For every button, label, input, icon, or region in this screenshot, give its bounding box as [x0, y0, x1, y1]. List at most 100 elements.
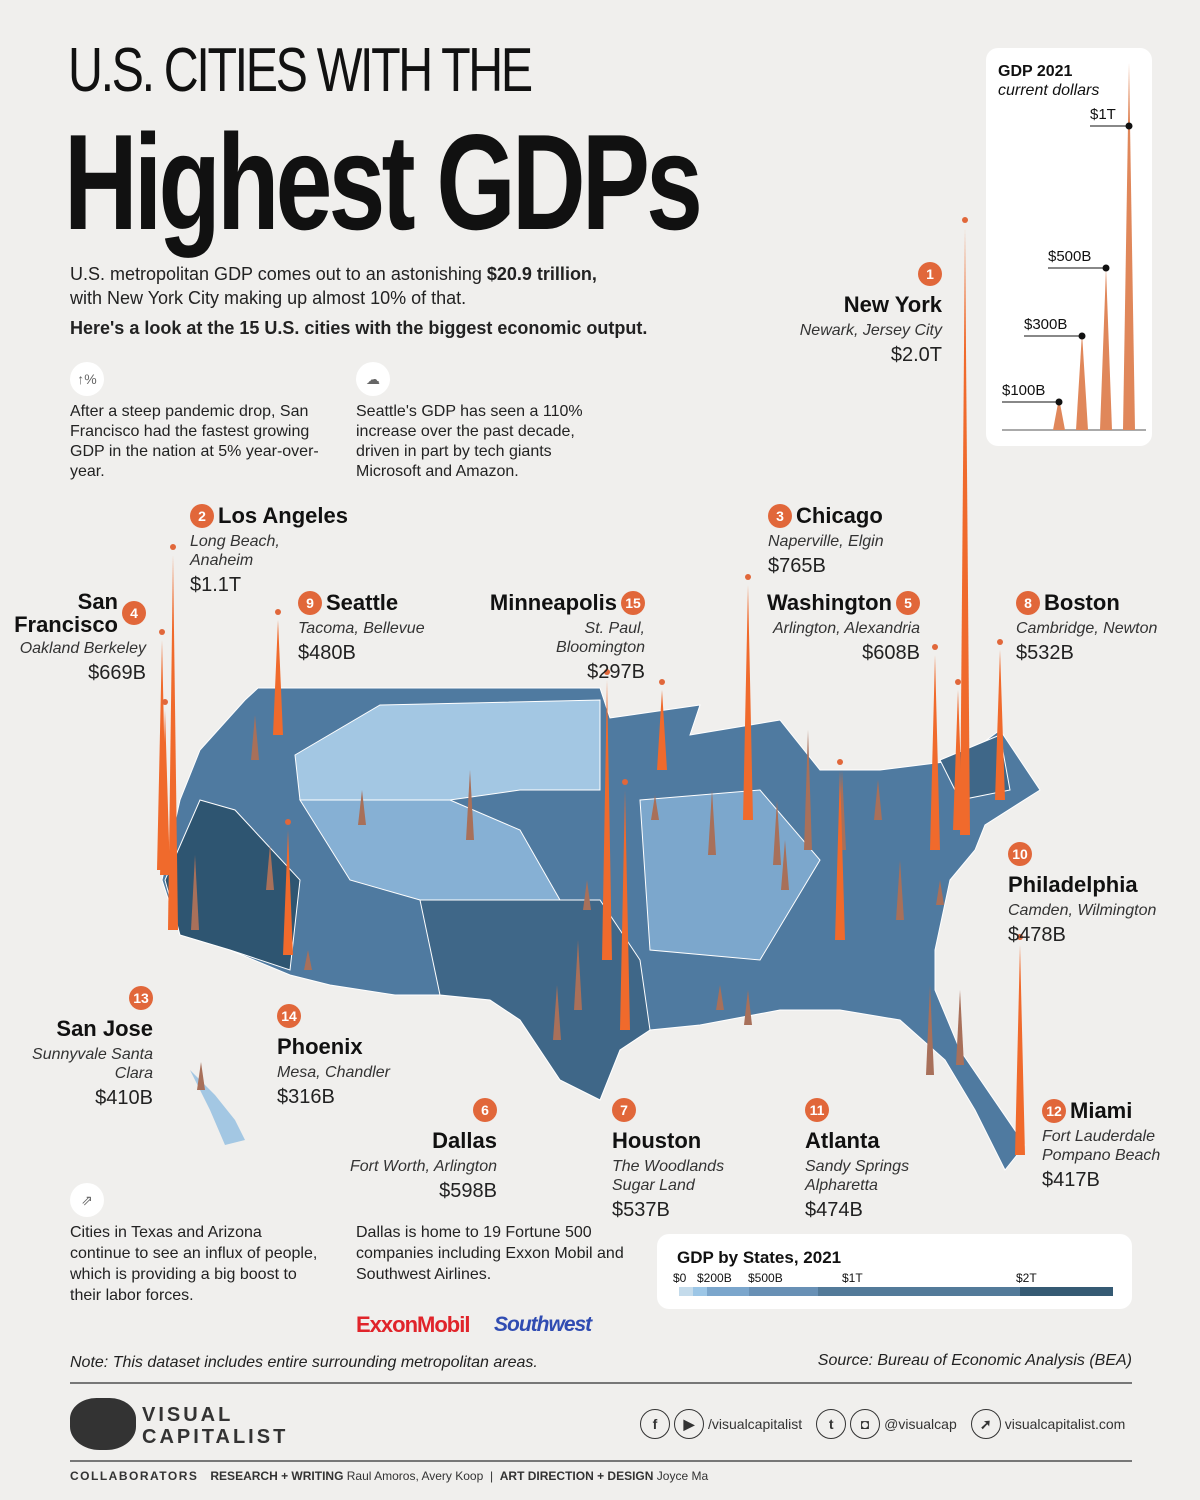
- city-label-chicago: 3 Chicago Naperville, Elgin $765B: [768, 503, 884, 578]
- city-name: Houston: [612, 1128, 702, 1153]
- city-name: Phoenix: [277, 1034, 363, 1059]
- city-suburbs: Long Beach, Anaheim: [190, 533, 280, 569]
- source: Source: Bureau of Economic Analysis (BEA…: [817, 1352, 1132, 1369]
- spike-marker: [997, 639, 1003, 645]
- brand-logo[interactable]: VISUAL CAPITALIST: [142, 1404, 289, 1448]
- rank-badge: 3: [768, 504, 792, 528]
- city-name: Seattle: [326, 590, 399, 615]
- legend-tick: $200B: [697, 1271, 732, 1285]
- city-suburbs: Fort Worth, Arlington: [349, 1158, 497, 1175]
- city-label-san-jose: 13 San Jose Sunnyvale Santa Clara $410B: [3, 986, 153, 1110]
- rank-badge: 9: [298, 591, 322, 615]
- city-name: San Francisco: [14, 589, 118, 637]
- city-gdp-spike-6: [602, 680, 612, 960]
- spike-marker: [932, 644, 938, 650]
- intro-subtitle: Here's a look at the 15 U.S. cities with…: [70, 318, 648, 338]
- youtube-icon[interactable]: ▶: [674, 1409, 704, 1439]
- state-texas: [419, 899, 651, 1101]
- legend-swatch: [692, 1287, 707, 1296]
- rank-badge: 1: [918, 262, 942, 286]
- city-gdp-value: $669B: [88, 662, 146, 684]
- city-suburbs: Oakland Berkeley: [19, 640, 146, 657]
- city-gdp-spike-15: [657, 690, 667, 770]
- city-gdp-value: $478B: [1008, 924, 1066, 946]
- social-handle-2[interactable]: @visualcap: [884, 1416, 957, 1432]
- city-label-minneapolis: Minneapolis 15 St. Paul, Bloomington $297B: [490, 590, 645, 684]
- rank-badge: 2: [190, 504, 214, 528]
- rank-badge: 10: [1008, 842, 1032, 866]
- minor-city-spike: [708, 790, 716, 855]
- spike-1t: [1123, 63, 1135, 430]
- city-gdp-value: $765B: [768, 555, 826, 577]
- rank-badge: 5: [896, 591, 920, 615]
- city-name: Boston: [1044, 590, 1120, 615]
- city-label-washington: Washington 5 Arlington, Alexandria $608B: [767, 590, 920, 665]
- spike-marker: [962, 217, 968, 223]
- spike-marker: [659, 679, 665, 685]
- city-gdp-spike-10: [953, 690, 963, 830]
- spike-300b: [1076, 333, 1088, 430]
- growth-percent-icon: ↑%: [70, 362, 104, 396]
- legend-tick: $2T: [1016, 1271, 1037, 1285]
- minor-city-spike: [574, 940, 582, 1010]
- scale-title: GDP 2021: [998, 63, 1073, 80]
- city-name: Washington: [766, 590, 892, 615]
- city-label-atlanta: 11 Atlanta Sandy Springs Alpharetta $474B: [805, 1098, 955, 1222]
- cursor-icon[interactable]: ➚: [970, 1409, 1001, 1439]
- people-growth-icon: ⇗: [70, 1183, 104, 1217]
- legend-swatch: [706, 1287, 749, 1296]
- scale-tick: $500B: [1048, 248, 1092, 265]
- rank-badge: 12: [1042, 1099, 1066, 1123]
- city-gdp-value: $532B: [1016, 642, 1074, 664]
- city-suburbs: Tacoma, Bellevue: [298, 620, 425, 637]
- facebook-icon[interactable]: f: [640, 1409, 670, 1439]
- city-gdp-value: $410B: [95, 1087, 153, 1109]
- city-name: Dallas: [432, 1128, 497, 1153]
- minor-city-spike: [251, 715, 259, 760]
- city-label-boston: 8 Boston Cambridge, Newton $532B: [1016, 590, 1157, 665]
- social-links: f ▶/visualcapitalist t ◘ @visualcap ➚ visual…: [640, 1409, 1125, 1439]
- spike-marker: [162, 699, 168, 705]
- city-label-phoenix: 14 Phoenix Mesa, Chandler $316B: [277, 1004, 390, 1109]
- legend-title: GDP by States, 2021: [677, 1248, 842, 1267]
- city-suburbs: Sunnyvale Santa Clara: [32, 1046, 153, 1082]
- city-suburbs: Arlington, Alexandria: [772, 620, 920, 637]
- minor-city-spike: [583, 880, 591, 910]
- scale-tick: $1T: [1090, 106, 1116, 123]
- city-gdp-spike-12: [1015, 945, 1025, 1155]
- legend-color-bar: [679, 1287, 1113, 1296]
- minor-city-spike: [773, 800, 781, 865]
- city-suburbs: Camden, Wilmington: [1008, 902, 1157, 919]
- scale-tick: $300B: [1024, 316, 1068, 333]
- twitter-icon[interactable]: t: [816, 1409, 847, 1439]
- legend-swatch: [679, 1287, 693, 1296]
- note-seattle: Seattle's GDP has seen a 110% increase o…: [356, 403, 583, 480]
- rank-badge: 13: [129, 986, 153, 1010]
- city-suburbs: Cambridge, Newton: [1016, 620, 1158, 637]
- social-handle-1[interactable]: /visualcapitalist: [708, 1416, 803, 1432]
- city-label-los-angeles: 2 Los Angeles Long Beach, Anaheim $1.1T: [190, 503, 348, 597]
- legend-tick: $0: [673, 1271, 687, 1285]
- city-suburbs: The Woodlands Sugar Land: [612, 1158, 725, 1194]
- minor-city-spike: [466, 770, 474, 840]
- minor-city-spike: [896, 860, 904, 920]
- city-label-san-francisco: San Francisco 4 Oakland Berkeley $669B: [8, 590, 146, 685]
- gdp-scale-card: GDP 2021 current dollars $100B $300B $50…: [986, 48, 1152, 446]
- spike-marker: [159, 629, 165, 635]
- website-link[interactable]: visualcapitalist.com: [1004, 1416, 1126, 1432]
- minor-city-spike: [266, 845, 274, 890]
- minor-city-spike: [781, 840, 789, 890]
- rank-badge: 8: [1016, 591, 1040, 615]
- minor-city-spike: [804, 730, 812, 850]
- spike-marker: [837, 759, 843, 765]
- laptop-cloud-icon: ☁: [356, 362, 390, 396]
- city-name: Philadelphia: [1008, 872, 1138, 897]
- city-gdp-value: $537B: [612, 1199, 670, 1221]
- collaborators: COLLABORATORS RESEARCH + WRITING Raul Amo…: [70, 1469, 709, 1483]
- city-label-houston: 7 Houston The Woodlands Sugar Land $537B: [612, 1098, 762, 1222]
- rank-badge: 6: [473, 1098, 497, 1122]
- city-gdp-spike-9: [273, 620, 283, 735]
- instagram-icon[interactable]: ◘: [850, 1409, 881, 1439]
- spike-500b: [1100, 268, 1112, 430]
